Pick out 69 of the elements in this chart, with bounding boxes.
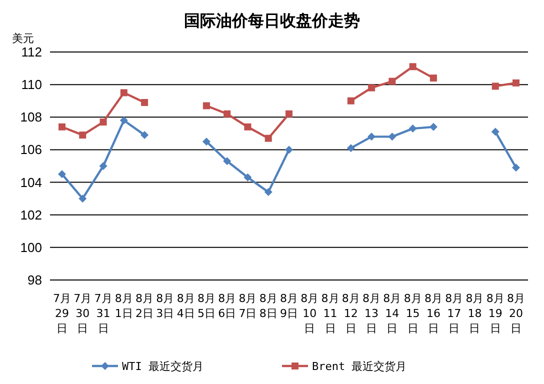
point [388,132,396,141]
y-tick-label: 102 [20,207,42,222]
point [120,116,128,124]
x-tick-label: 8月3日 [156,292,174,320]
point [492,82,499,90]
x-tick-label: 8月12日 [342,292,360,335]
point [388,78,396,85]
x-tick-label: 7月30日 [74,292,92,335]
x-tick-label: 8月6日 [218,292,236,320]
point [120,89,128,96]
point [429,122,438,131]
point [368,132,376,141]
y-tick-label: 104 [20,174,42,190]
x-tick-label: 8月5日 [197,292,216,320]
x-tick-label: 8月15日 [404,292,422,335]
point [202,138,210,146]
point [430,74,437,82]
point [58,123,66,130]
x-tick-label: 8月9日 [280,292,298,320]
x-tick-label: 8月14日 [383,292,402,335]
point [223,157,232,166]
point [141,98,148,106]
point [346,144,355,152]
x-tick-label: 8月1日 [114,292,133,320]
legend-label: WTI 最近交货月 [122,360,204,373]
point [408,124,417,133]
point [99,162,108,170]
point [264,188,272,196]
x-tick-label: 8月16日 [424,292,442,335]
point [512,79,520,86]
x-tick-label: 8月20日 [507,292,525,335]
point [368,84,376,92]
point [286,110,292,118]
point [79,132,86,139]
x-tick-label: 8月4日 [176,292,195,320]
point [347,97,354,104]
point [512,164,520,172]
y-tick-label: 112 [21,44,42,60]
point [285,146,293,154]
x-tick-label: 8月8日 [259,292,278,320]
legend-label: Brent 最近交货月 [312,360,407,373]
point [100,118,107,126]
x-tick-label: 8月10日 [300,292,319,335]
point [264,134,272,142]
y-tick-label: 100 [20,240,42,255]
point [140,131,149,140]
y-tick-label: 98 [28,272,42,288]
y-axis-title: 美元 [12,32,34,45]
y-tick-label: 108 [20,110,42,125]
point [58,170,66,178]
x-tick-label: 8月2日 [136,292,154,320]
point [491,128,500,136]
y-tick-label: 106 [20,142,42,158]
x-tick-label: 7月31日 [94,292,112,335]
point [78,194,87,203]
x-tick-label: 8月11日 [321,292,340,335]
x-tick-label: 7月29日 [53,292,71,335]
point [202,102,210,110]
point [244,123,252,130]
x-tick-label: 8月19日 [486,292,504,335]
point [409,63,416,70]
x-tick-label: 8月18日 [466,292,484,335]
point [244,173,252,182]
point [224,110,231,118]
x-tick-label: 8月17日 [445,292,464,335]
x-tick-label: 8月13日 [362,292,381,335]
y-tick-label: 110 [21,77,42,92]
x-tick-label: 8月7日 [238,292,257,320]
chart-title: 国际油价每日收盘价走势 [184,11,360,30]
